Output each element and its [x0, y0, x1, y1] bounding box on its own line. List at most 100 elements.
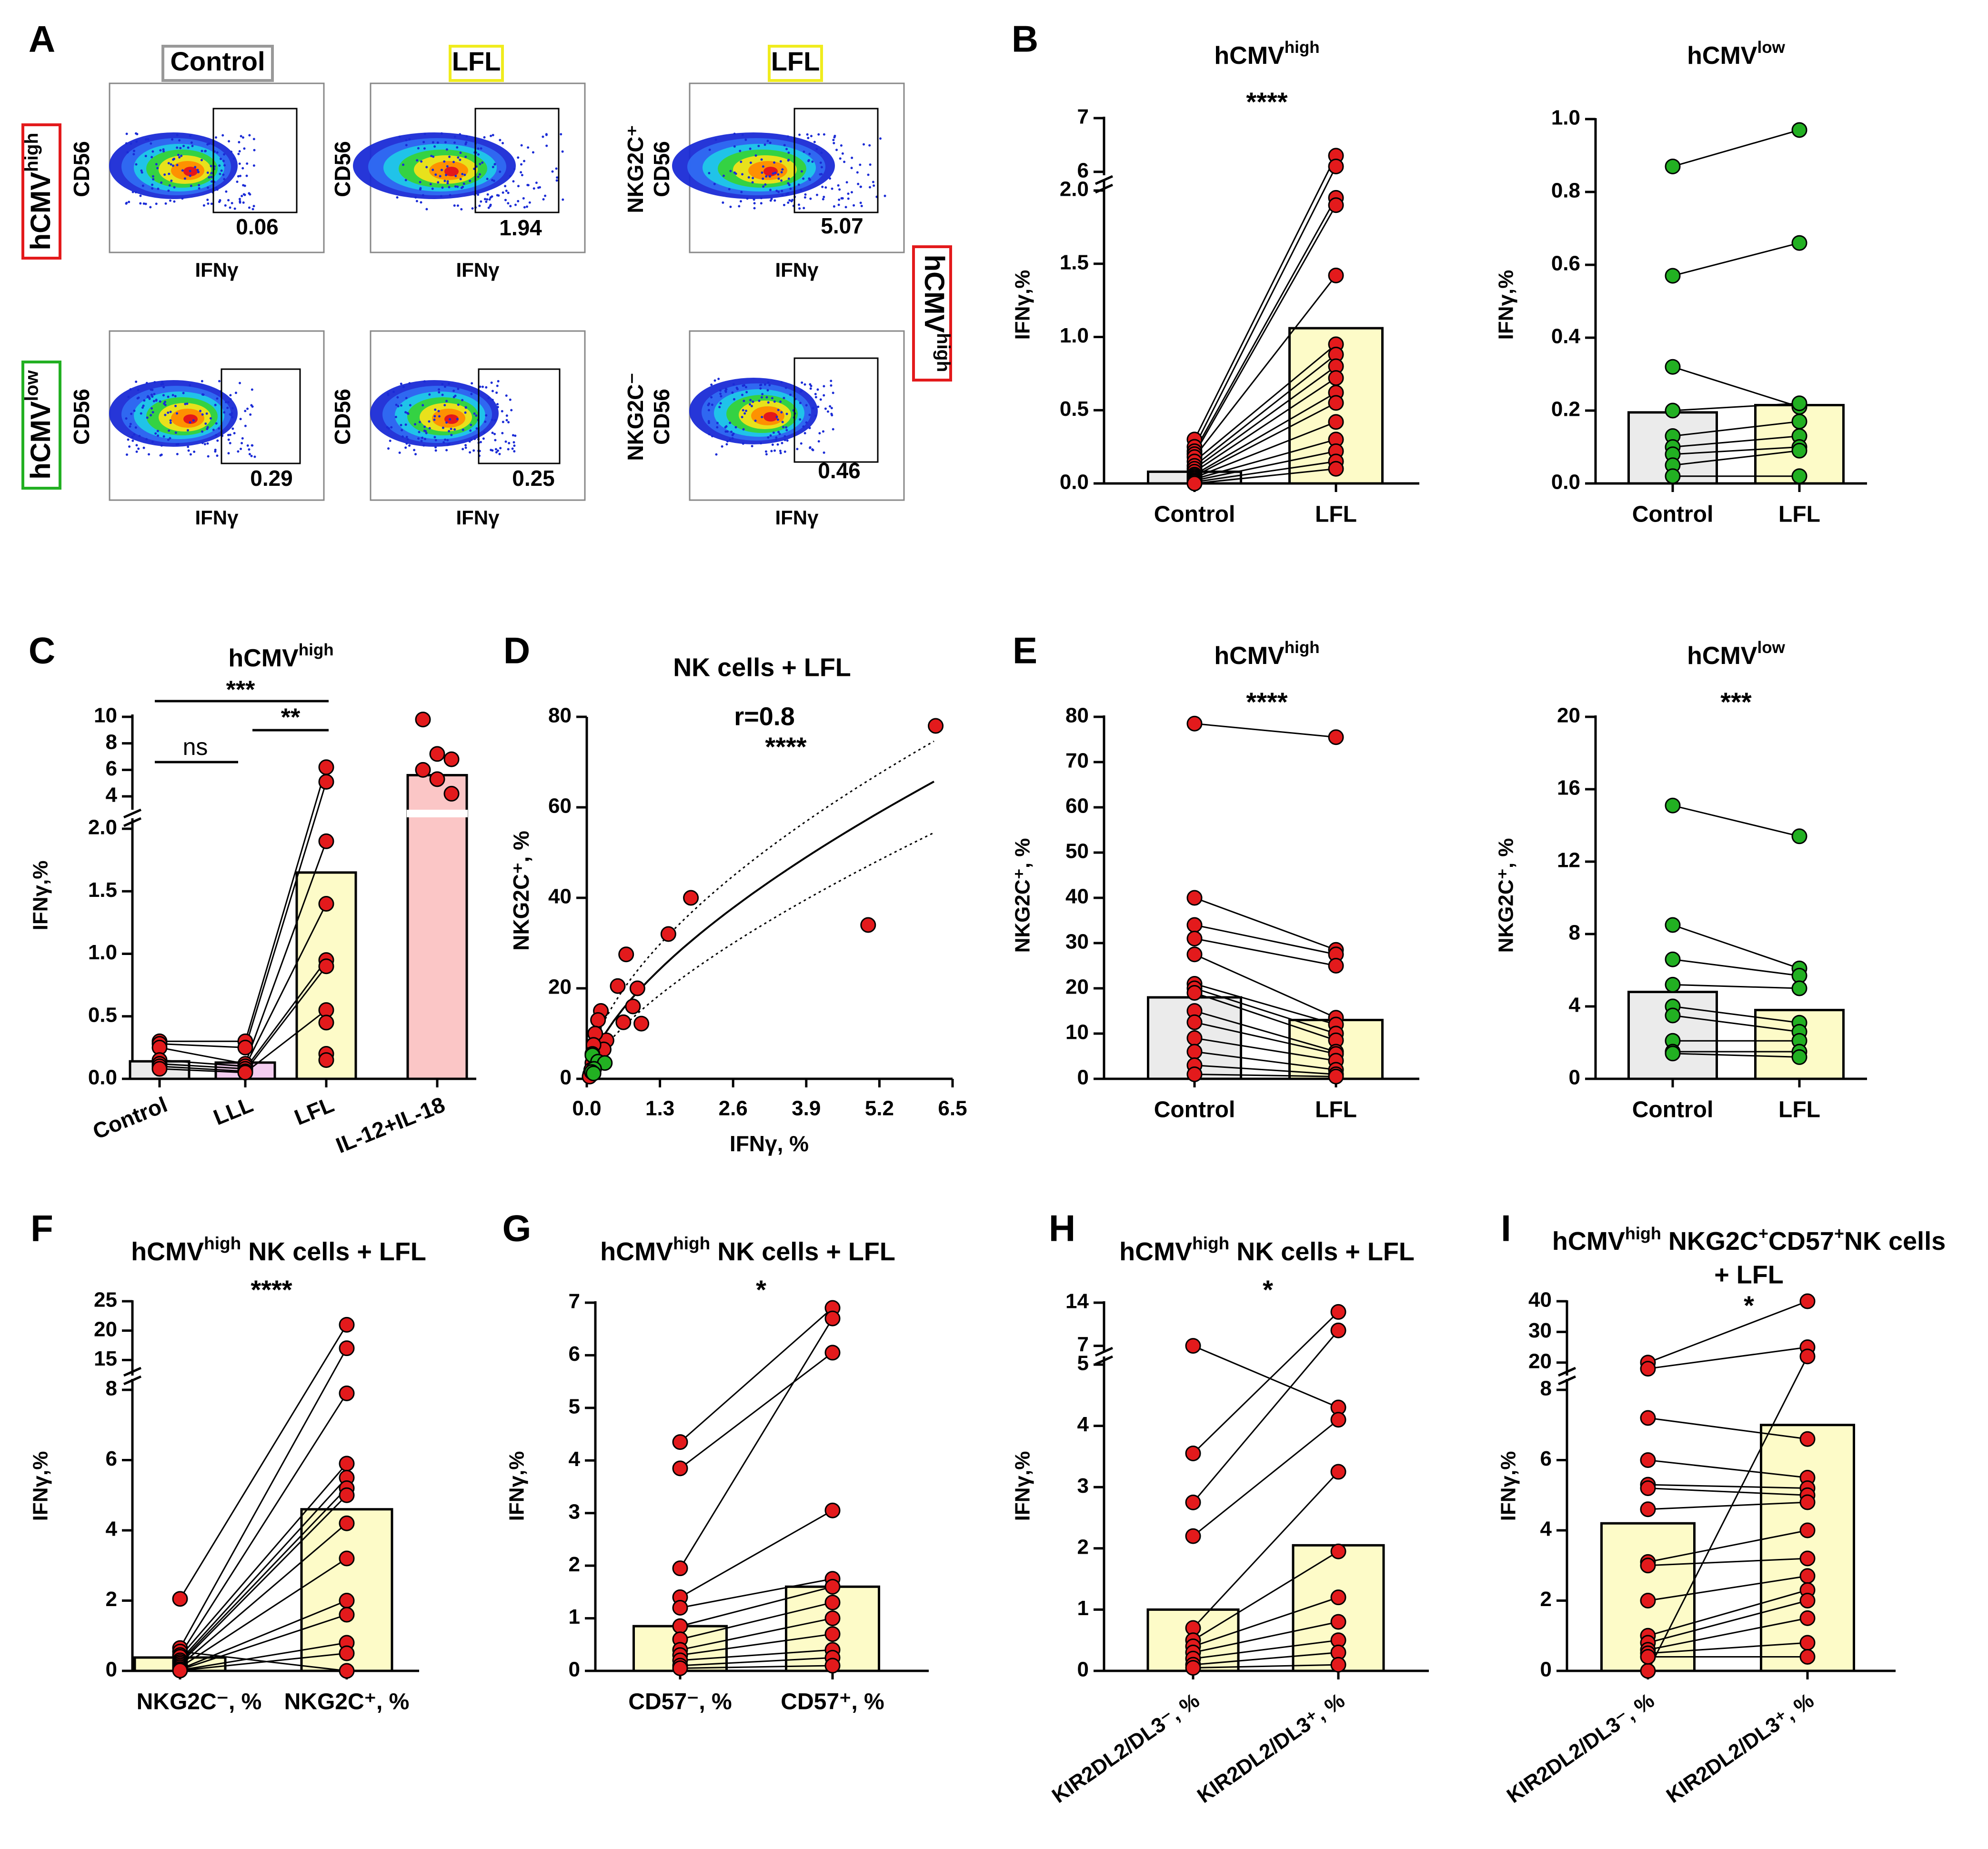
flow-event [432, 141, 434, 144]
flow-event [742, 442, 744, 445]
d-x-tick-label: 5.2 [865, 1097, 894, 1120]
flow-event [208, 176, 211, 179]
flow-event [784, 386, 787, 389]
h-pair-line [1193, 1550, 1339, 1641]
flow-event [481, 385, 484, 388]
flow-event [787, 192, 790, 195]
c-y-tick-label: 0.5 [88, 1003, 117, 1026]
flow-event [710, 383, 713, 386]
d-fit-ci-lower [587, 832, 934, 1075]
flow-event [446, 439, 449, 442]
flow-event [199, 410, 202, 412]
g-y-tick-label: 0 [569, 1658, 580, 1681]
flow-event [800, 442, 803, 445]
b-left-pair-line [1194, 450, 1336, 482]
flow-event [239, 201, 241, 204]
i-title-line-1: hCMVhigh NKG2C+CD57+NK cells [1552, 1224, 1946, 1256]
flow-event [475, 414, 478, 417]
e-left-y-tick-label: 0 [1077, 1066, 1089, 1089]
flow-event [414, 196, 417, 199]
flow-event [159, 400, 161, 403]
flow-event [248, 448, 251, 451]
flow-event [777, 191, 780, 193]
flow-event [535, 181, 538, 184]
flow-event [810, 135, 813, 138]
flow-gate [212, 108, 298, 213]
e-left-pair-line [1194, 1051, 1336, 1071]
i-y-tick-label: 4 [1540, 1517, 1552, 1541]
f-point [339, 1515, 355, 1531]
b-left-pair-line [1194, 392, 1336, 475]
c-pair-line [244, 767, 327, 1042]
flow-event [125, 142, 128, 145]
c-y-tick-label: 1.5 [88, 878, 117, 902]
c-y-tick-label: 10 [94, 704, 117, 727]
flow-event [761, 171, 763, 174]
flow-event [528, 201, 531, 204]
flow-event [251, 208, 254, 211]
flow-event [402, 385, 405, 388]
flow-event [844, 206, 847, 209]
flow-event [408, 382, 411, 385]
h-point [1330, 1464, 1346, 1480]
flow-event [157, 434, 160, 437]
e-left-pair-line [1194, 1010, 1336, 1053]
flow-event [229, 413, 231, 416]
flow-event [154, 432, 157, 435]
flow-event [461, 173, 464, 176]
flow-event [167, 395, 170, 398]
e-right-pair-line [1672, 924, 1800, 969]
flow-event [129, 425, 131, 428]
b-left-pair-line [1194, 402, 1336, 477]
flow-event [444, 438, 447, 441]
flow-event [394, 416, 397, 419]
flow-event [448, 155, 451, 158]
flow-event [224, 204, 227, 207]
flow-event [802, 425, 805, 428]
flow-event [733, 145, 736, 148]
panel-letter-G: G [502, 1207, 532, 1249]
h-pair-line [1192, 1311, 1339, 1454]
flow-event [202, 204, 205, 207]
flow-event [464, 444, 467, 447]
flow-event [223, 164, 226, 167]
flow-event [176, 146, 179, 149]
b-left-y-tick-label: 2.0 [1060, 178, 1089, 201]
i-title-part: CD57 [1768, 1227, 1834, 1256]
flow-event [224, 401, 227, 403]
h-axis-break-mark [1094, 1347, 1114, 1357]
flow-event [468, 440, 471, 443]
flow-event [767, 381, 770, 384]
i-pair-line [1647, 1487, 1808, 1496]
flow-event [732, 383, 735, 386]
flow-event [508, 442, 511, 444]
flow-y-label: CD56 [330, 141, 355, 197]
flow-event [489, 205, 492, 208]
flow-event [167, 162, 170, 165]
flow-event [778, 432, 781, 435]
flow-y-label: CD56 [649, 141, 674, 197]
f-y-tick-label: 6 [106, 1447, 117, 1470]
flow-event [488, 198, 491, 201]
flow-event [177, 442, 180, 445]
g-point [824, 1626, 841, 1642]
flow-event [480, 200, 482, 203]
flow-event [246, 444, 249, 447]
e-right-point [1665, 797, 1681, 814]
flow-event [711, 435, 714, 438]
e-left-point [1186, 931, 1203, 946]
flow-event [815, 148, 818, 151]
flow-event [167, 411, 170, 414]
i-pair-line [1647, 1300, 1808, 1364]
flow-event [879, 137, 882, 140]
i-point [1799, 1522, 1816, 1538]
i-pair-line [1647, 1558, 1808, 1567]
flow-event [216, 151, 219, 154]
panel-letter-D: D [503, 630, 530, 672]
flow-event [497, 380, 500, 382]
flow-event [824, 407, 827, 410]
i-x-label: KIR2DL2/DL3⁺, % [1662, 1689, 1818, 1808]
flow-event [464, 155, 467, 158]
c-pair-line [159, 1046, 246, 1065]
flow-event [860, 204, 863, 207]
